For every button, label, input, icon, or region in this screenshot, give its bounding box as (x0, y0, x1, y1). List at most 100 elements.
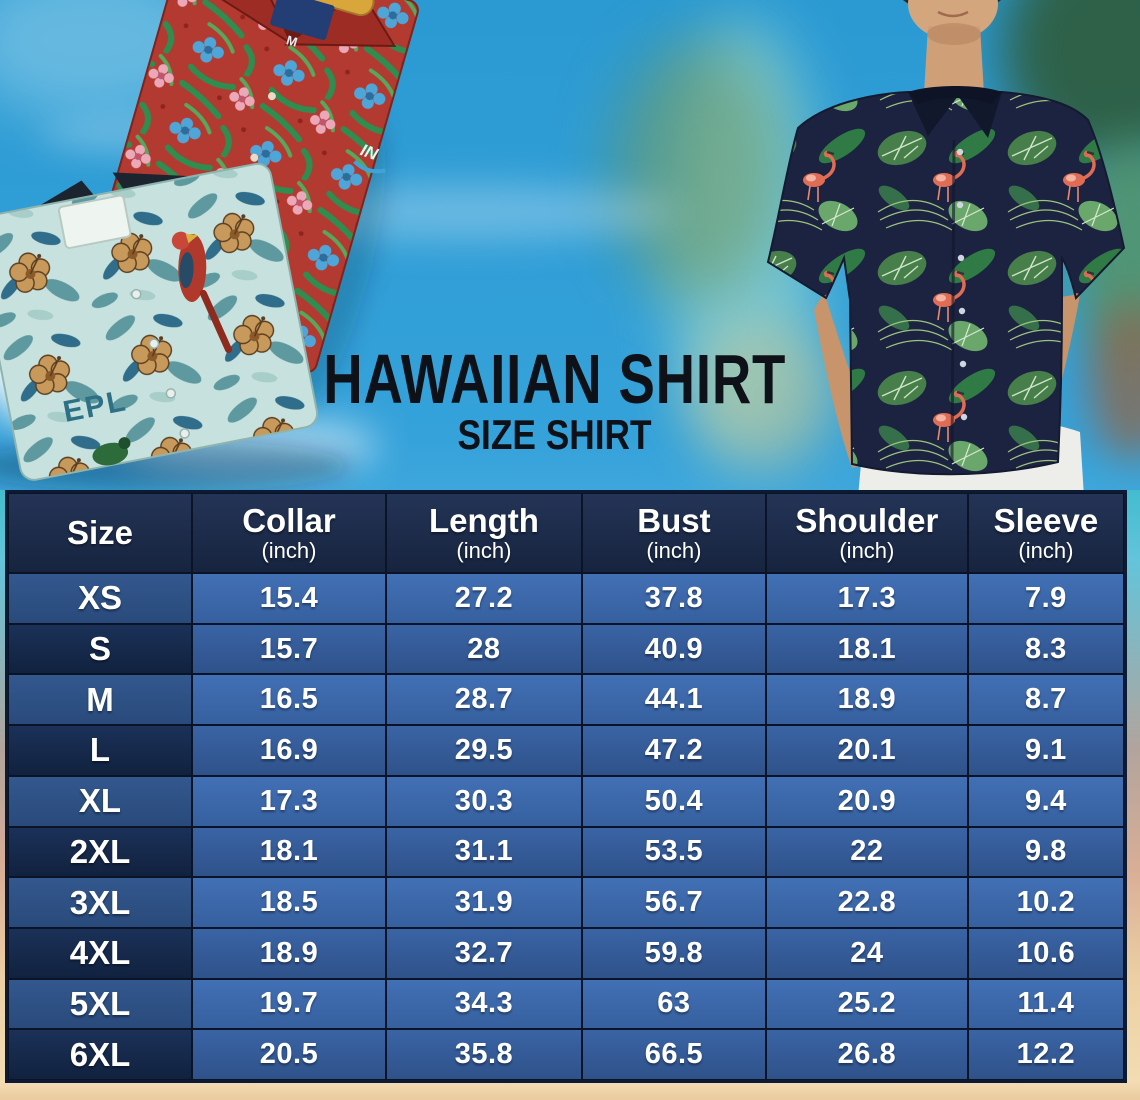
header-cell: Size (8, 493, 192, 573)
header-cell: Collar (inch) (192, 493, 386, 573)
header-cell: Shoulder (inch) (765, 493, 968, 573)
value-cell: 11.4 (967, 978, 1124, 1030)
value-cell: 16.5 (192, 674, 386, 726)
value-cell: 20.5 (192, 1029, 386, 1081)
value-cell: 30.3 (385, 775, 582, 827)
value-cell: 20.1 (765, 725, 968, 776)
header-unit: (inch) (261, 537, 317, 563)
header-label: Collar (242, 501, 336, 539)
value-cell: 22 (765, 826, 968, 878)
value-cell: 18.9 (192, 927, 386, 979)
header-unit: (inch) (839, 537, 895, 563)
value-cell: 17.3 (192, 775, 386, 827)
table-row: 5XL 19.7 34.3 63 25.2 11.4 (8, 978, 1124, 1030)
value-cell: 28 (385, 623, 582, 675)
value-cell: 29.5 (385, 725, 582, 776)
value-cell: 18.1 (192, 826, 386, 878)
value-cell: 19.7 (192, 978, 386, 1030)
value-cell: 18.1 (765, 623, 968, 675)
blurred-frond (612, 40, 782, 300)
size-cell: XS (8, 573, 192, 624)
size-cell: 3XL (8, 877, 192, 928)
table-row: 3XL 18.5 31.9 56.7 22.8 10.2 (8, 877, 1124, 928)
value-cell: 59.8 (581, 927, 766, 979)
parrot-print (171, 231, 233, 354)
table-row: 2XL 18.1 31.1 53.5 22 9.8 (8, 826, 1124, 878)
value-cell: 24 (765, 927, 968, 979)
table-row: 4XL 18.9 32.7 59.8 24 10.6 (8, 927, 1124, 979)
size-chart-zone: Size Collar (inch) Length (inch) Bust (inch) Sh… (0, 490, 1140, 1100)
blurred-leaf (688, 320, 838, 470)
header-cell: Sleeve (inch) (967, 493, 1124, 573)
size-cell: M (8, 674, 192, 726)
table-header-row: Size Collar (inch) Length (inch) Bust (inch) Sh… (8, 493, 1124, 573)
value-cell: 47.2 (581, 725, 766, 776)
value-cell: 63 (581, 978, 766, 1030)
header-label: Bust (637, 501, 711, 539)
value-cell: 17.3 (765, 573, 968, 624)
header-label: Length (428, 501, 539, 539)
size-chart-table: Size Collar (inch) Length (inch) Bust (inch) Sh… (5, 490, 1127, 1083)
value-cell: 27.2 (385, 573, 582, 624)
folded-shirts-photo: M IN (0, 0, 419, 492)
size-cell: XL (8, 775, 192, 827)
value-cell: 16.9 (192, 725, 386, 776)
value-cell: 8.7 (967, 674, 1124, 726)
flamingo-shirt (766, 86, 1126, 476)
table-row: M 16.5 28.7 44.1 18.9 8.7 (8, 674, 1124, 726)
value-cell: 35.8 (385, 1029, 582, 1081)
value-cell: 53.5 (581, 826, 766, 878)
value-cell: 26.8 (765, 1029, 968, 1081)
header-label: Shoulder (795, 501, 939, 539)
poster-subtitle: SIZE SHIRT (457, 411, 653, 458)
value-cell: 37.8 (581, 573, 766, 624)
header-cell: Length (inch) (385, 493, 582, 573)
value-cell: 18.9 (765, 674, 968, 726)
red-shirt-sleeve-logo: IN (358, 140, 381, 164)
value-cell: 56.7 (581, 877, 766, 928)
value-cell: 15.4 (192, 573, 386, 624)
red-shirt-size-tag: M (285, 32, 300, 49)
table-row: XL 17.3 30.3 50.4 20.9 9.4 (8, 775, 1124, 827)
value-cell: 25.2 (765, 978, 968, 1030)
hero-photo: M IN (0, 0, 1140, 497)
size-cell: 2XL (8, 826, 192, 878)
value-cell: 34.3 (385, 978, 582, 1030)
header-cell: Bust (inch) (581, 493, 766, 573)
value-cell: 12.2 (967, 1029, 1124, 1081)
value-cell: 18.5 (192, 877, 386, 928)
value-cell: 40.9 (581, 623, 766, 675)
value-cell: 9.8 (967, 826, 1124, 878)
table-row: L 16.9 29.5 47.2 20.1 9.1 (8, 725, 1124, 776)
size-cell: 4XL (8, 927, 192, 979)
header-unit: (inch) (1018, 537, 1074, 563)
value-cell: 8.3 (967, 623, 1124, 675)
table-row: S 15.7 28 40.9 18.1 8.3 (8, 623, 1124, 675)
header-unit: (inch) (646, 537, 702, 563)
value-cell: 10.6 (967, 927, 1124, 979)
value-cell: 32.7 (385, 927, 582, 979)
value-cell: 66.5 (581, 1029, 766, 1081)
header-unit: (inch) (456, 537, 512, 563)
value-cell: 50.4 (581, 775, 766, 827)
table-row: 6XL 20.5 35.8 66.5 26.8 12.2 (8, 1029, 1124, 1081)
value-cell: 7.9 (967, 573, 1124, 624)
value-cell: 28.7 (385, 674, 582, 726)
teal-hawaiian-shirt: EPL (0, 162, 319, 481)
header-label: Sleeve (993, 501, 1099, 539)
value-cell: 10.2 (967, 877, 1124, 928)
size-cell: 6XL (8, 1029, 192, 1081)
header-label: Size (66, 514, 134, 551)
title-block: HAWAIIAN SHIRT SIZE SHIRT (0, 340, 1110, 458)
poster-title: HAWAIIAN SHIRT (323, 340, 787, 418)
value-cell: 20.9 (765, 775, 968, 827)
value-cell: 15.7 (192, 623, 386, 675)
value-cell: 44.1 (581, 674, 766, 726)
size-cell: 5XL (8, 978, 192, 1030)
size-cell: S (8, 623, 192, 675)
value-cell: 9.4 (967, 775, 1124, 827)
value-cell: 31.9 (385, 877, 582, 928)
value-cell: 9.1 (967, 725, 1124, 776)
value-cell: 22.8 (765, 877, 968, 928)
